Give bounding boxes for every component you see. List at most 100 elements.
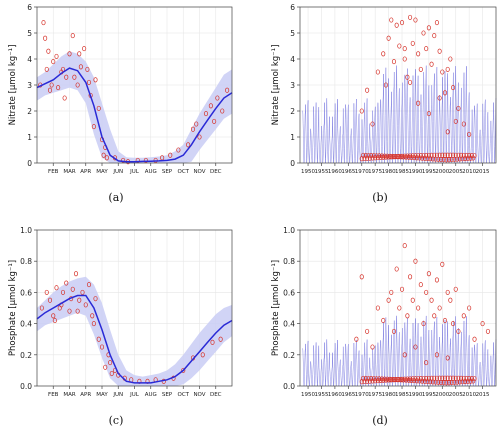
data-point	[432, 313, 437, 319]
y-axis-label: Phosphate [μmol kg⁻¹]	[271, 260, 281, 356]
data-point	[434, 352, 439, 358]
data-point	[194, 121, 199, 127]
data-point	[381, 317, 386, 324]
x-tick-label: 1980	[382, 392, 396, 398]
y-tick-label: 2	[27, 107, 32, 116]
confidence-band	[37, 276, 232, 386]
y-tick-label: 5	[27, 29, 32, 38]
x-tick-label: DEC	[210, 169, 222, 175]
data-point	[446, 380, 452, 386]
x-tick-label: NOV	[193, 392, 205, 398]
x-tick-label: 2000	[435, 392, 449, 398]
data-point	[354, 336, 359, 342]
data-point	[46, 48, 51, 54]
data-point	[197, 134, 202, 140]
data-point	[225, 87, 230, 93]
data-point	[413, 258, 418, 264]
data-point	[408, 274, 413, 280]
data-point	[77, 297, 82, 303]
data-point	[67, 51, 72, 57]
data-point	[440, 69, 445, 75]
data-point	[72, 74, 77, 80]
data-point	[405, 313, 410, 319]
data-point	[365, 328, 370, 334]
data-point	[43, 35, 48, 41]
data-point	[397, 305, 402, 311]
data-point	[442, 375, 448, 381]
data-point	[62, 95, 67, 101]
x-tick-label: AUG	[145, 392, 157, 398]
data-point	[467, 305, 472, 311]
data-point	[210, 339, 215, 345]
data-point	[399, 286, 405, 292]
monthly-series-line	[302, 315, 497, 387]
data-point	[393, 153, 398, 160]
y-tick-label: 0.2	[283, 351, 295, 360]
x-tick-label: 1965	[341, 392, 355, 398]
data-point	[90, 313, 95, 319]
y-tick-label: 0	[290, 159, 295, 168]
data-point	[437, 305, 442, 311]
mean-line	[36, 67, 233, 163]
y-tick-label: 0.6	[283, 288, 295, 297]
data-point	[461, 121, 466, 127]
data-point	[426, 271, 431, 277]
data-point	[54, 285, 59, 291]
x-tick-label: 1985	[395, 169, 409, 175]
data-point	[445, 355, 450, 361]
x-tick-label: OCT	[177, 169, 189, 175]
data-point	[416, 100, 421, 106]
data-point	[440, 375, 445, 381]
data-point	[190, 126, 196, 132]
data-point	[86, 282, 92, 288]
data-point	[41, 20, 46, 26]
x-tick-label: 2010	[462, 169, 476, 175]
data-point	[375, 69, 380, 75]
data-point	[75, 82, 80, 88]
data-point	[472, 153, 477, 159]
data-point	[389, 289, 394, 295]
data-point	[78, 64, 83, 70]
data-point	[121, 157, 126, 163]
data-point	[108, 360, 113, 366]
data-point	[375, 305, 380, 311]
data-point	[135, 157, 140, 163]
data-point	[391, 328, 397, 334]
x-tick-label: NOV	[193, 169, 205, 175]
data-point	[70, 286, 75, 292]
data-point	[67, 308, 72, 314]
data-point	[96, 336, 101, 342]
x-tick-label: 2005	[449, 169, 463, 175]
data-point	[421, 30, 426, 36]
data-point	[472, 336, 477, 342]
data-point	[467, 131, 472, 137]
x-tick-label: 1975	[368, 169, 382, 175]
data-point	[54, 53, 59, 59]
y-tick-label: 2	[290, 107, 295, 116]
data-point	[56, 85, 61, 91]
data-point	[448, 297, 453, 303]
data-point	[386, 297, 391, 303]
data-point	[47, 297, 53, 303]
data-point	[359, 274, 364, 280]
data-point	[456, 105, 461, 111]
data-point	[408, 79, 413, 85]
data-point	[402, 243, 407, 249]
x-tick-label: 1950	[301, 392, 315, 398]
data-point	[370, 344, 375, 350]
x-tick-label: 1995	[422, 169, 436, 175]
data-point	[99, 344, 105, 350]
data-point	[402, 56, 407, 62]
x-tick-label: 1950	[301, 169, 315, 175]
x-tick-label: MAY	[96, 392, 108, 398]
panel-c: 0.0 0.2 0.4 0.6 0.8 1.0 FEB MAR APR MAY JUN JUL AUG S…	[8, 226, 233, 427]
y-tick-label: 0.2	[20, 351, 32, 360]
x-tick-label: FEB	[48, 392, 59, 398]
data-point	[424, 289, 429, 295]
x-tick-label: 1970	[355, 392, 369, 398]
data-point	[91, 321, 96, 327]
data-point	[442, 90, 448, 96]
y-tick-label: 1	[27, 133, 32, 142]
data-point	[39, 305, 44, 311]
